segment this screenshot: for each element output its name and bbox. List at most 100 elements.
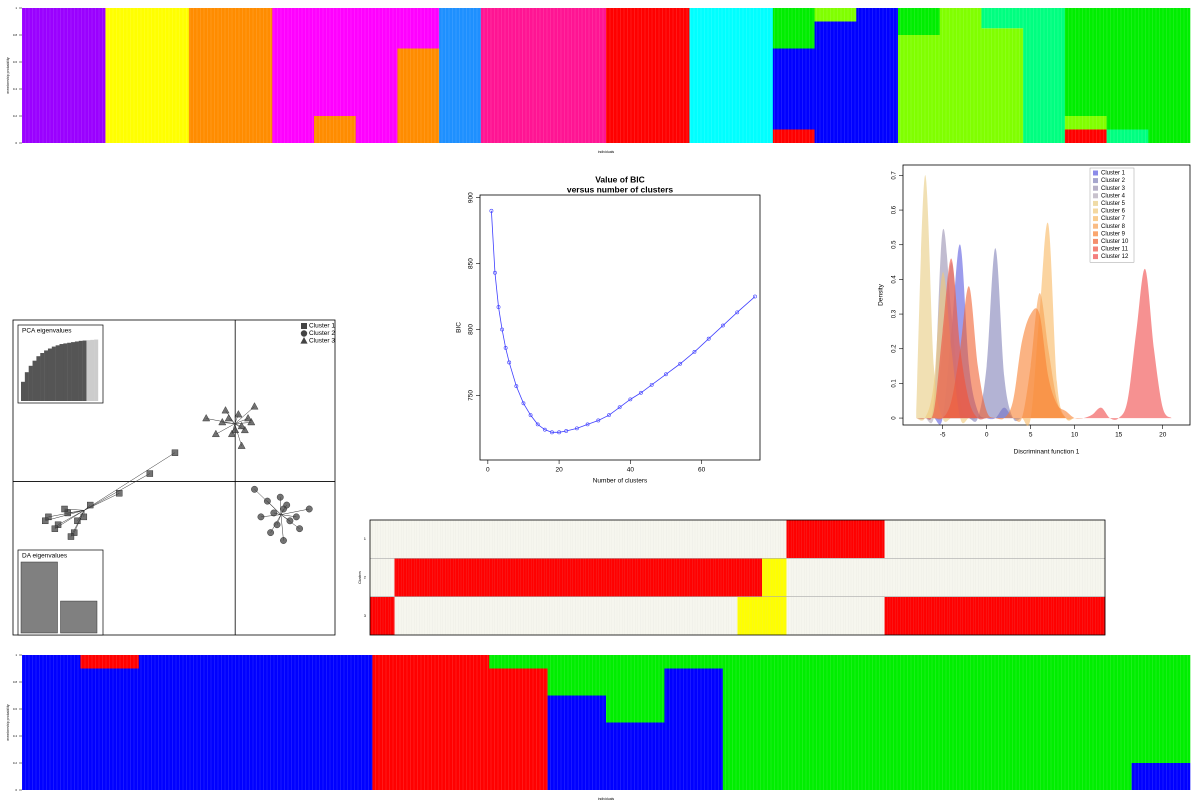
- point: [240, 425, 249, 434]
- membership-bar: [606, 655, 665, 723]
- heat-cell: [1031, 558, 1057, 597]
- heat-cell: [492, 596, 518, 635]
- membership-bar: [1106, 129, 1149, 143]
- density-area: [916, 286, 1172, 420]
- bic-point: [542, 427, 547, 432]
- y-tick-label: 0: [15, 788, 17, 792]
- point: [211, 429, 220, 437]
- heat-cell: [443, 558, 469, 597]
- heat-cell: [566, 520, 591, 559]
- plot-frame: [369, 519, 1106, 636]
- membership-bar: [647, 8, 690, 143]
- bic-point: [639, 390, 643, 395]
- heat-cell: [762, 558, 787, 597]
- x-tick-label: 40: [627, 467, 635, 474]
- legend-swatch: [1093, 185, 1098, 191]
- point: [74, 517, 81, 525]
- membership-bar: [898, 35, 941, 143]
- eigenvalue-bar: [63, 343, 68, 401]
- heat-cell: [419, 596, 444, 635]
- heat-cell: [737, 596, 763, 635]
- heat-cell: [664, 596, 689, 635]
- bic-point: [500, 327, 504, 332]
- y-tick-label: 800: [468, 324, 475, 335]
- density-area: [916, 268, 1172, 420]
- membership-bar: [188, 8, 231, 143]
- x-axis-label: Discriminant function 1: [1014, 449, 1080, 456]
- membership-bar: [314, 8, 357, 116]
- y-axis-label: membership probability: [6, 57, 10, 93]
- eigenvalue-bar: [21, 381, 26, 401]
- membership-bar: [397, 48, 440, 143]
- membership-bar: [689, 8, 732, 143]
- heat-cell: [517, 520, 542, 559]
- eigenvalue-bar: [28, 365, 33, 401]
- heat-cell: [1007, 558, 1032, 597]
- heat-cell: [370, 596, 395, 635]
- heat-cell: [664, 558, 689, 597]
- bic-point: [596, 418, 601, 423]
- membership-bar: [314, 116, 357, 143]
- x-tick-label: 20: [555, 467, 563, 474]
- membership-bar: [939, 8, 982, 143]
- y-tick-label: 0.5: [892, 240, 898, 249]
- heat-cell: [419, 520, 444, 559]
- membership-bar: [1064, 8, 1107, 116]
- eigenvalue-bar: [36, 356, 41, 401]
- y-tick-label: 750: [468, 390, 475, 401]
- bic-point: [585, 422, 590, 427]
- x-tick-label: 0: [486, 467, 490, 474]
- membership-bar: [480, 8, 523, 143]
- heat-cell: [1007, 596, 1032, 635]
- eigenvalue-bar: [67, 342, 72, 401]
- membership-bar: [814, 21, 857, 143]
- y-tick-label: 0.6: [892, 205, 898, 214]
- point: [263, 497, 271, 505]
- heat-cell: [884, 520, 910, 559]
- density-area: [916, 308, 1172, 420]
- eigenvalue-bar: [32, 360, 37, 401]
- heat-cell: [1031, 596, 1057, 635]
- point: [244, 414, 252, 422]
- legend-label: Cluster 12: [1101, 254, 1129, 260]
- legend-label: Cluster 6: [1101, 209, 1126, 215]
- heat-cell: [958, 520, 983, 559]
- heat-cell: [419, 558, 444, 597]
- membership-bar: [489, 668, 548, 790]
- point: [64, 509, 71, 517]
- heat-cell: [737, 558, 763, 597]
- heat-cell: [590, 558, 616, 597]
- membership-bar: [255, 655, 315, 790]
- y-tick-label: 0.4: [13, 87, 18, 91]
- legend-label: Cluster 7: [1101, 216, 1126, 222]
- eigenvalue-bar: [55, 345, 60, 401]
- membership-bar: [1148, 8, 1191, 143]
- bic-point: [649, 382, 654, 387]
- heat-cell: [762, 596, 787, 635]
- point: [171, 449, 179, 456]
- membership-bar: [430, 655, 490, 790]
- spanning-segment: [64, 508, 85, 511]
- bic-point: [664, 372, 668, 377]
- heat-cell: [541, 558, 567, 597]
- bic-point: [735, 310, 740, 315]
- membership-bar: [22, 655, 81, 790]
- membership-bar: [1023, 8, 1066, 143]
- membership-bar: [397, 8, 440, 49]
- spanning-segment: [57, 510, 85, 525]
- y-tick-label: 900: [468, 192, 475, 203]
- legend-swatch: [300, 330, 308, 337]
- heat-cell: [590, 596, 616, 635]
- membership-bar: [722, 655, 782, 790]
- membership-bar: [547, 695, 607, 790]
- spanning-segment: [215, 423, 235, 435]
- heat-cell: [860, 596, 885, 635]
- point: [51, 525, 59, 532]
- density-area: [916, 258, 1172, 420]
- heat-cell: [811, 558, 836, 597]
- point: [146, 470, 154, 477]
- row-label: 2: [364, 575, 367, 580]
- spanning-segment: [234, 422, 252, 425]
- point: [305, 505, 313, 513]
- heat-cell: [566, 558, 591, 597]
